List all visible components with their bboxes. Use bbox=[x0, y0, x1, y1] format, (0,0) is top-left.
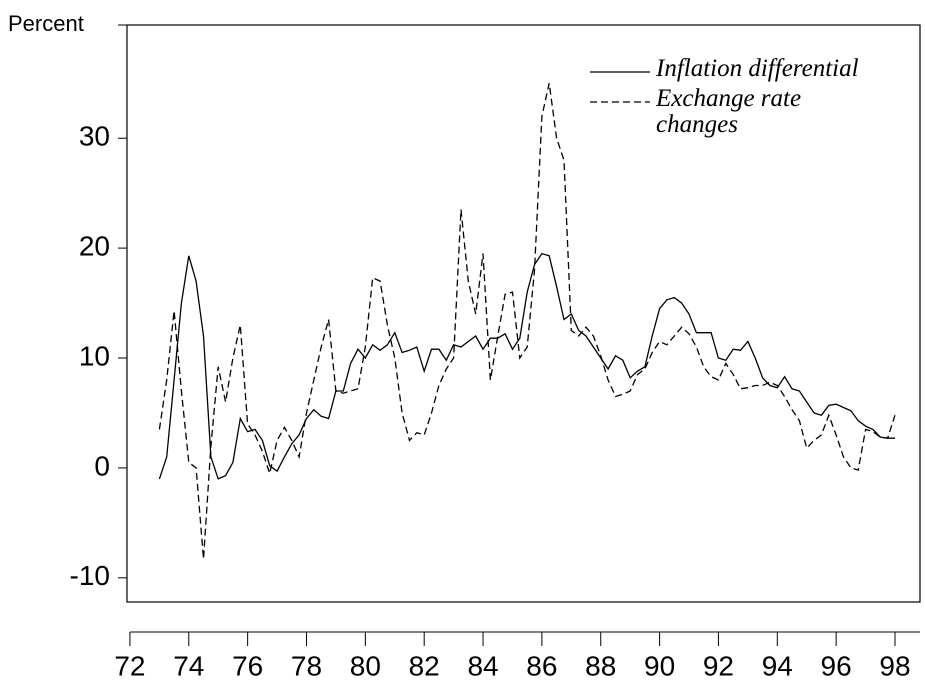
x-tick-label: 86 bbox=[526, 650, 557, 681]
y-tick-label: 10 bbox=[79, 340, 110, 371]
x-tick-label: 90 bbox=[644, 650, 675, 681]
x-tick-label: 80 bbox=[350, 650, 381, 681]
y-axis-label: Percent bbox=[8, 11, 84, 36]
legend-item: Inflation differential bbox=[656, 56, 859, 82]
x-tick-label: 82 bbox=[409, 650, 440, 681]
x-tick-label: 92 bbox=[703, 650, 734, 681]
x-tick-label: 72 bbox=[114, 650, 145, 681]
x-tick-label: 78 bbox=[291, 650, 322, 681]
x-tick-label: 76 bbox=[232, 650, 263, 681]
series-line bbox=[158, 83, 896, 560]
x-tick-label: 88 bbox=[585, 650, 616, 681]
series-line bbox=[158, 252, 895, 480]
x-tick-label: 74 bbox=[173, 650, 204, 681]
x-tick-label: 94 bbox=[762, 650, 793, 681]
x-tick-label: 96 bbox=[821, 650, 852, 681]
legend-label: Inflation differential bbox=[656, 56, 859, 82]
y-tick-label: 20 bbox=[79, 230, 110, 261]
legend-item: Exchange rate changes bbox=[656, 86, 802, 138]
y-tick-label: 30 bbox=[79, 121, 110, 152]
x-tick-label: 84 bbox=[467, 650, 498, 681]
y-tick-label: 0 bbox=[94, 450, 110, 481]
x-tick-label: 98 bbox=[879, 650, 910, 681]
legend-label: Exchange rate changes bbox=[656, 86, 802, 138]
y-tick-label: -10 bbox=[70, 560, 110, 591]
plot-frame bbox=[126, 24, 921, 603]
